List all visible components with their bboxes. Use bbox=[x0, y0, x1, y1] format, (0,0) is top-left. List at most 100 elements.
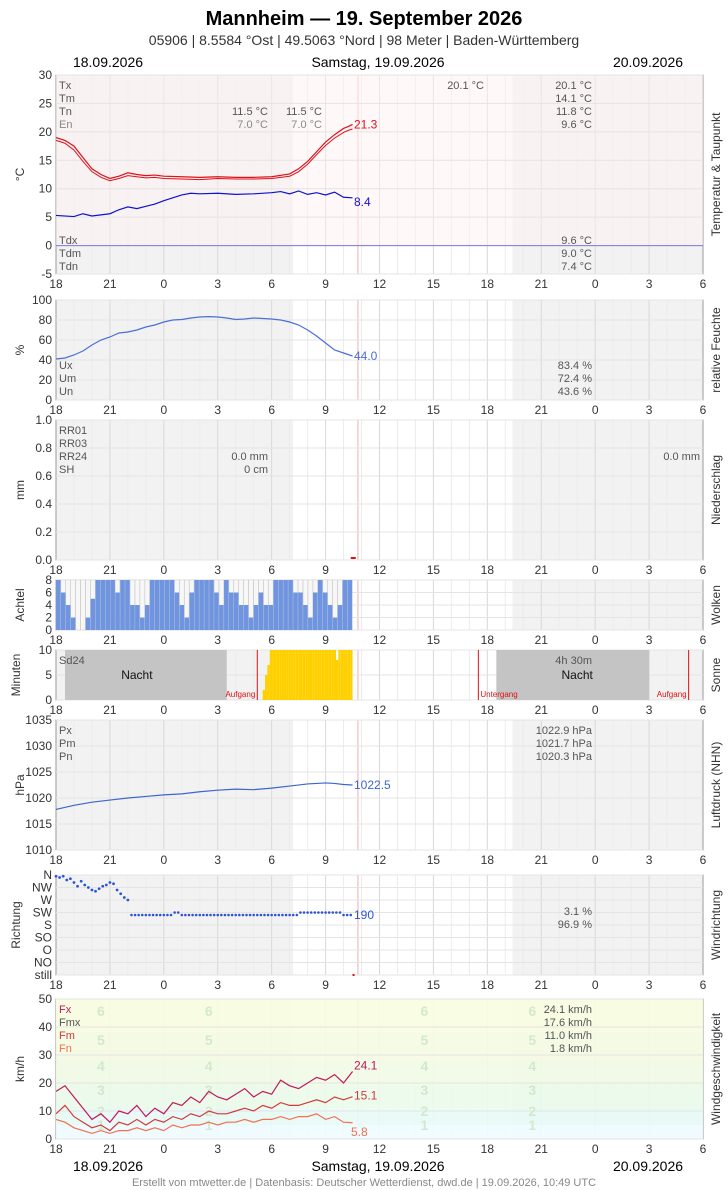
sun-bar bbox=[274, 650, 277, 700]
cloud-bar bbox=[278, 580, 283, 630]
beaufort-label: 3 bbox=[205, 1082, 213, 1098]
wind-stat-label: Fx bbox=[59, 1004, 72, 1016]
humidity-last-value: 44.0 bbox=[354, 349, 378, 363]
wind-dir-point bbox=[198, 913, 202, 917]
sun-bar bbox=[333, 650, 336, 700]
cloud-bar bbox=[322, 592, 328, 630]
wind-stat-value: 17.6 km/h bbox=[544, 1017, 592, 1029]
temperature-xtick: 21 bbox=[535, 277, 549, 291]
cloud-bar bbox=[219, 605, 224, 630]
precip-stat-label: RR03 bbox=[59, 438, 87, 450]
wind-dir-point bbox=[65, 878, 69, 882]
beaufort-label: 4 bbox=[421, 1058, 429, 1074]
humidity-xtick: 6 bbox=[268, 403, 275, 417]
sun-bar bbox=[340, 650, 344, 700]
temp-line-2 bbox=[55, 128, 353, 182]
precipitation-xtick: 21 bbox=[103, 563, 117, 577]
humidity-stat-label: Ux bbox=[59, 360, 73, 372]
wind_speed-ytick: 0 bbox=[45, 1132, 52, 1146]
temp-stat-value: 7.0 °C bbox=[237, 119, 268, 131]
temperature-ytick: 15 bbox=[39, 153, 53, 167]
temperature-xtick: 9 bbox=[322, 277, 329, 291]
cloud-bar bbox=[130, 605, 135, 630]
wind-dir-point bbox=[176, 911, 180, 914]
wind-dir-point bbox=[252, 913, 255, 917]
sunshine-xtick: 0 bbox=[160, 703, 167, 717]
cloud-bar bbox=[199, 580, 204, 630]
pressure-ytick: 1010 bbox=[25, 843, 52, 857]
temperature-ytick: -5 bbox=[41, 267, 52, 281]
beaufort-label: 6 bbox=[421, 1003, 429, 1019]
pressure-day-area bbox=[293, 720, 513, 850]
wind-dir-point bbox=[216, 913, 220, 917]
pressure-xtick: 6 bbox=[268, 853, 275, 867]
clouds-ylabel: Achtel bbox=[13, 588, 27, 621]
temp-stat-value-2: 7.0 °C bbox=[291, 119, 322, 131]
wind-dir-marker bbox=[352, 974, 355, 976]
temperature-xtick: 15 bbox=[427, 277, 441, 291]
cloud-bar bbox=[154, 580, 160, 630]
date-center-bottom: Samstag, 19.09.2026 bbox=[311, 1158, 444, 1174]
temperature-xtick: 0 bbox=[160, 277, 167, 291]
wind-dir-point bbox=[263, 913, 266, 917]
sun-bar bbox=[350, 650, 353, 700]
clouds-xtick: 18 bbox=[49, 633, 63, 647]
date-center-top: Samstag, 19.09.2026 bbox=[311, 54, 444, 70]
wind_direction-xtick: 6 bbox=[268, 978, 275, 992]
wind-dir-point bbox=[266, 913, 270, 917]
humidity-xtick: 9 bbox=[322, 403, 329, 417]
wind-dir-point bbox=[115, 888, 119, 892]
pressure-stat-value: 1020.3 hPa bbox=[536, 751, 593, 763]
precipitation-xtick: 0 bbox=[592, 563, 599, 577]
precipitation-ytick: 1.0 bbox=[35, 413, 52, 427]
title-dash: — bbox=[310, 8, 330, 30]
wind-dir-point bbox=[327, 911, 331, 914]
night-label-1: Nacht bbox=[121, 668, 153, 682]
sun-bar bbox=[265, 675, 268, 700]
pressure-ytick: 1030 bbox=[25, 739, 52, 753]
wind-dir-pct-2: 96.9 % bbox=[558, 919, 592, 931]
beaufort-label: 1 bbox=[528, 1117, 536, 1133]
clouds-xtick: 6 bbox=[268, 633, 275, 647]
cloud-bar bbox=[209, 580, 214, 630]
cloud-bar bbox=[60, 592, 66, 630]
wind-dir-point bbox=[281, 913, 284, 917]
cloud-bar bbox=[95, 580, 101, 630]
sunshine-ytick: 10 bbox=[39, 643, 53, 657]
precipitation-xtick: 6 bbox=[268, 563, 275, 577]
wind-dir-point bbox=[155, 913, 158, 917]
wind-stat-value: 11.0 km/h bbox=[545, 1030, 593, 1042]
sun-bar bbox=[302, 650, 306, 700]
precip-stat-label: RR24 bbox=[59, 451, 87, 463]
pressure-stat-value: 1022.9 hPa bbox=[536, 725, 593, 737]
wind_speed-xtick: 3 bbox=[214, 1142, 221, 1156]
temp-stat-label: Tm bbox=[59, 93, 75, 105]
beaufort-label: 1 bbox=[205, 1117, 213, 1133]
wind-max-line bbox=[55, 1096, 353, 1132]
humidity-xtick: 12 bbox=[373, 403, 387, 417]
wind-dir-point bbox=[324, 911, 327, 914]
sunshine-xtick: 12 bbox=[373, 703, 387, 717]
clouds-xtick: 0 bbox=[592, 633, 599, 647]
sun-bar bbox=[324, 650, 327, 700]
wind-dir-point bbox=[270, 913, 273, 917]
night-label-2: Nacht bbox=[562, 668, 594, 682]
humidity-line bbox=[55, 315, 353, 360]
wind_speed-ylabel: km/h bbox=[13, 1056, 27, 1082]
wind_speed-panel: 18 21 0 3 6 9 12 15 18 21 0 3 6Windgeschwindigkeitkm… bbox=[13, 992, 723, 1156]
cloud-bar bbox=[85, 617, 91, 630]
cloud-bar bbox=[135, 605, 140, 630]
precipitation-xtick: 6 bbox=[700, 563, 707, 577]
wind_direction-xtick: 0 bbox=[592, 978, 599, 992]
wind_direction-xtick: 18 bbox=[49, 978, 63, 992]
precipitation-day-area bbox=[293, 420, 513, 560]
cloud-bar bbox=[169, 580, 175, 630]
sunshine-xtick: 0 bbox=[592, 703, 599, 717]
pressure-xtick: 15 bbox=[427, 853, 441, 867]
precipitation-xtick: 9 bbox=[322, 563, 329, 577]
cloud-bar bbox=[332, 617, 338, 630]
pressure-xtick: 9 bbox=[322, 853, 329, 867]
beaufort-label: 6 bbox=[528, 1003, 536, 1019]
